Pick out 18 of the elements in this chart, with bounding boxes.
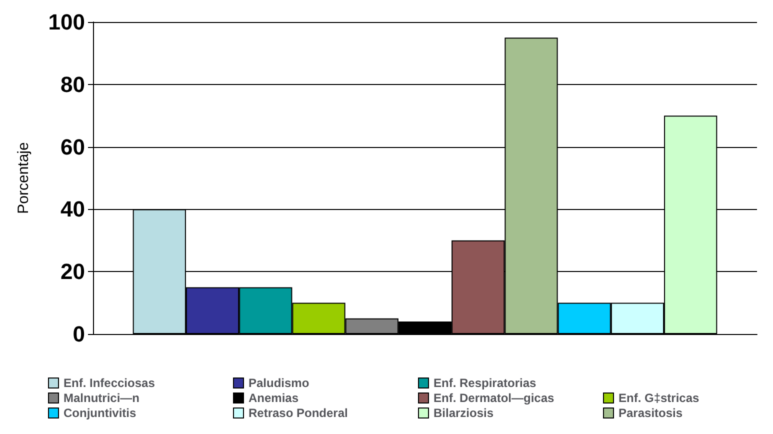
- y-tick-label: 0: [72, 322, 85, 346]
- legend-label: Paludismo: [248, 376, 310, 390]
- y-tick-label: 40: [60, 196, 85, 222]
- legend-label: Bilarziosis: [434, 406, 494, 420]
- legend-label: Enf. Dermatol—gicas: [434, 391, 555, 405]
- y-tick-label: 80: [60, 72, 85, 97]
- legend-label: Anemias: [248, 391, 299, 405]
- legend-label: Malnutrici—n: [64, 391, 140, 405]
- y-axis-title: Porcentaje: [15, 142, 32, 214]
- legend-label: Retraso Ponderal: [248, 406, 348, 420]
- legend-label: Enf. Respiratorias: [434, 376, 537, 390]
- legend-label: Enf. Infecciosas: [64, 376, 156, 390]
- y-tick-label: 60: [60, 134, 85, 160]
- legend-label: Conjuntivitis: [64, 406, 136, 420]
- legend-label: Parasitosis: [618, 406, 683, 420]
- y-tick-label: 20: [60, 259, 85, 284]
- y-tick-label: 100: [48, 10, 85, 34]
- legend-label: Enf. G‡stricas: [618, 391, 700, 405]
